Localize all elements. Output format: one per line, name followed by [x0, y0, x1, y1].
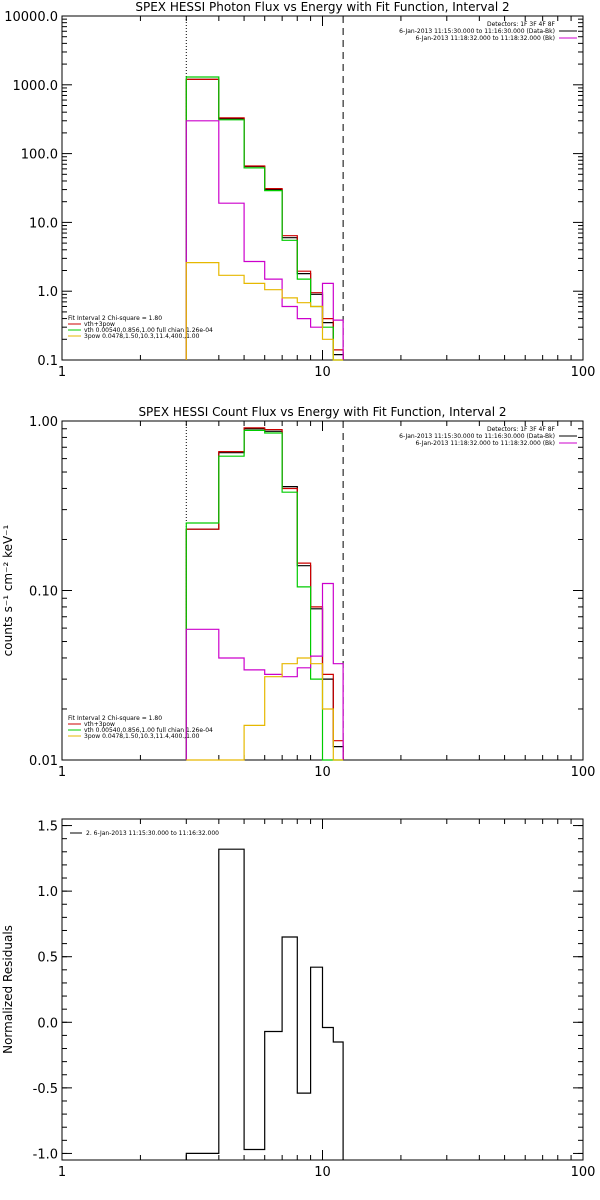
legend-entry: 6-Jan-2013 11:18:32.000 to 11:18:32.000 … — [415, 35, 555, 42]
y-tick-label: 0.01 — [29, 754, 58, 769]
panel-1: SPEX HESSI Photon Flux vs Energy with Fi… — [4, 0, 595, 380]
y-tick-label: 1000.0 — [13, 79, 59, 94]
x-tick-label: 100 — [571, 365, 596, 380]
y-axis-label: Normalized Residuals — [1, 925, 15, 1054]
series-2-step-line — [185, 78, 344, 360]
x-tick-label: 10 — [314, 765, 331, 780]
y-tick-label: 10.0 — [29, 216, 58, 231]
series-1-step-line — [185, 428, 344, 760]
legend-entry: 6-Jan-2013 11:15:30.000 to 11:16:30.000 … — [399, 433, 555, 440]
y-tick-label: -0.5 — [33, 1082, 58, 1097]
legend-entry: vth 0.00540,0.856,1.00 full chian 1.26e-… — [84, 327, 213, 334]
legend-entry: 2. 6-Jan-2013 11:15:30.000 to 11:16:32.0… — [86, 830, 219, 837]
legend-entry: vth+3pow — [84, 721, 115, 728]
series-1-step-line — [185, 78, 344, 360]
y-tick-label: 10000.0 — [4, 10, 58, 25]
y-tick-label: 1.00 — [29, 415, 58, 430]
legend-entry: 6-Jan-2013 11:18:32.000 to 11:18:32.000 … — [415, 440, 555, 447]
legend-entry: 6-Jan-2013 11:15:30.000 to 11:16:30.000 … — [399, 28, 555, 35]
legend-entry: Fit Interval 2 Chi-square = 1.80 — [68, 715, 162, 722]
x-tick-label: 10 — [314, 365, 331, 380]
x-tick-label: 10 — [314, 1165, 331, 1180]
legend-entry: Detectors: 1F 3F 4F 8F — [487, 426, 556, 433]
x-tick-label: 1 — [58, 765, 66, 780]
y-tick-label: 0.10 — [29, 585, 58, 600]
y-tick-label: 0.0 — [37, 1016, 58, 1031]
chart-title: SPEX HESSI Photon Flux vs Energy with Fi… — [135, 0, 509, 14]
y-tick-label: 1.0 — [37, 285, 58, 300]
legend-entry: vth+3pow — [84, 321, 115, 328]
series-3-step-line — [185, 76, 344, 361]
panel-3: Normalized Residuals 1 10 100 -1.0 -0.5 0.0 0.5… — [1, 818, 596, 1180]
legend-entry: Detectors: 1F 3F 4F 8F — [487, 21, 556, 28]
x-tick-label: 100 — [571, 1165, 596, 1180]
series-2-step-line — [185, 427, 344, 760]
legend-entry: vth 0.00540,0.856,1.00 full chian 1.26e-… — [84, 727, 213, 734]
y-tick-label: 100.0 — [21, 148, 58, 163]
series-4-step-line — [185, 120, 344, 360]
series-5-step-line — [186, 657, 344, 761]
y-tick-label: 1.5 — [37, 820, 58, 835]
series-5-step-line — [185, 262, 344, 361]
y-axis-label: counts s⁻¹ cm⁻² keV⁻¹ — [1, 524, 15, 656]
series-4-step-line — [185, 582, 344, 760]
x-tick-label: 100 — [571, 765, 596, 780]
chart-title: SPEX HESSI Count Flux vs Energy with Fit… — [138, 405, 506, 419]
y-tick-label: 0.1 — [37, 354, 58, 369]
legend-entry: 3pow 0.0478,1.50,10.3,11.4,400.,1.00 — [84, 733, 200, 740]
y-tick-label: -1.0 — [33, 1147, 58, 1162]
y-tick-label: 1.0 — [37, 885, 58, 900]
y-tick-label: 0.5 — [37, 951, 58, 966]
legend-entry: 3pow 0.0478,1.50,10.3,11.4,400.,1.00 — [84, 333, 200, 340]
x-tick-label: 1 — [58, 1165, 66, 1180]
series-1-step-line — [185, 848, 344, 1160]
legend-entry: Fit Interval 2 Chi-square = 1.80 — [68, 315, 162, 322]
panel-2: SPEX HESSI Count Flux vs Energy with Fit… — [1, 405, 595, 780]
x-tick-label: 1 — [58, 365, 66, 380]
